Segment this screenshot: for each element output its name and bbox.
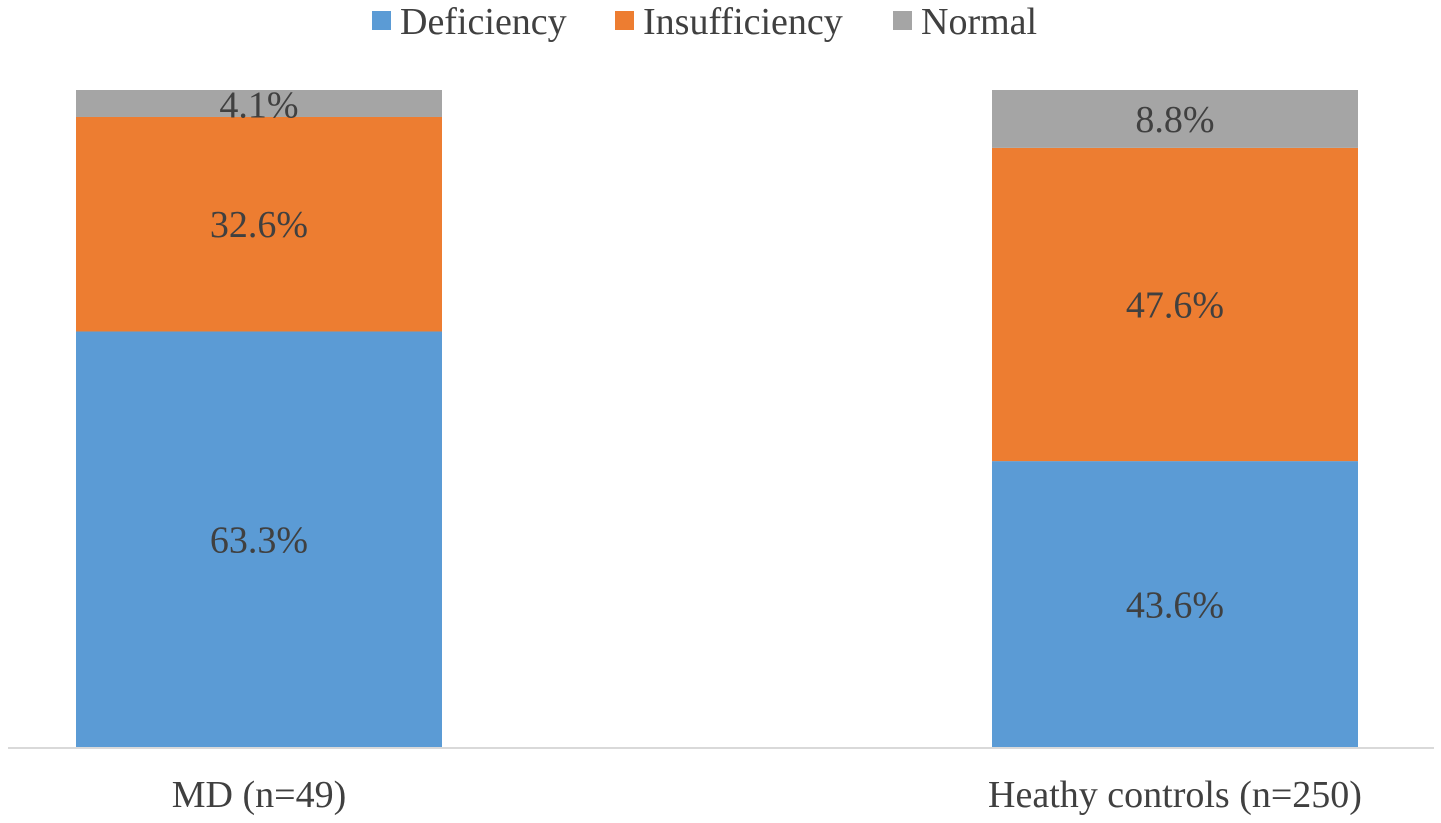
legend-label-normal: Normal [921,1,1037,43]
x-tick-label-heathy-controls-n-250: Heathy controls (n=250) [988,774,1362,816]
x-tick-labels: MD (n=49) Heathy controls (n=250) [172,774,1362,816]
bar-normal-md-n-49 [76,90,442,117]
x-tick-label-md-n-49: MD (n=49) [172,774,346,816]
data-labels: 63.3% 32.6% 4.1% 43.6% 47.6% 8.8% [210,84,1224,626]
data-label-insufficiency-md-n-49: 32.6% [210,204,308,246]
bar-deficiency-md-n-49 [76,331,442,748]
data-label-normal-heathy-controls-n-250: 8.8% [1135,99,1214,141]
bar-insufficiency-md-n-49 [76,116,442,332]
bar-normal-heathy-controls-n-250 [992,90,1358,148]
bar-deficiency-heathy-controls-n-250 [992,461,1358,748]
bar-insufficiency-heathy-controls-n-250 [992,147,1358,462]
data-label-normal-md-n-49: 4.1% [219,84,298,126]
data-label-deficiency-heathy-controls-n-250: 43.6% [1126,585,1224,627]
bars [76,90,1358,748]
data-label-insufficiency-heathy-controls-n-250: 47.6% [1126,285,1224,327]
legend-label-insufficiency: Insufficiency [643,1,843,43]
legend-swatch-normal [893,11,912,30]
legend-label-deficiency: Deficiency [400,1,567,43]
data-label-deficiency-md-n-49: 63.3% [210,520,308,562]
legend-swatch-insufficiency [615,11,634,30]
legend-swatch-deficiency [372,11,391,30]
legend: Deficiency Insufficiency Normal [372,1,1037,43]
